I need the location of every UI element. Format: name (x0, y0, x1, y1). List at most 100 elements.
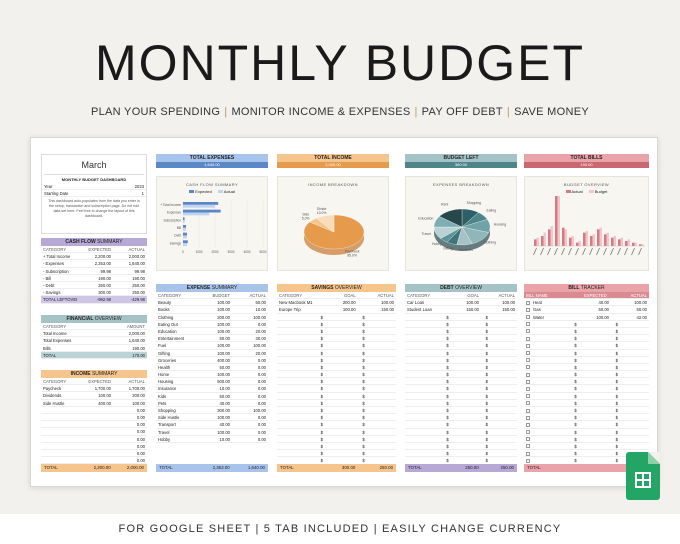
cell-empty[interactable]: $ (485, 328, 488, 334)
cell-value[interactable]: 100.00 (132, 400, 145, 406)
cell-empty[interactable]: $ (362, 443, 365, 449)
table-row[interactable]: $ $ (405, 450, 517, 458)
cell-empty[interactable] (407, 407, 436, 413)
cell-category[interactable]: Housing (158, 379, 174, 385)
cell-empty[interactable]: $ (615, 379, 618, 385)
table-row[interactable]: $ $ (405, 321, 517, 328)
cell-empty[interactable]: $ (574, 372, 577, 378)
cell-value[interactable]: 250.00 (98, 282, 111, 288)
cell-value[interactable]: 50.00 (219, 336, 230, 342)
cell-value[interactable] (77, 414, 111, 420)
cell-value[interactable]: 100.00 (217, 321, 230, 327)
cell-category[interactable]: Groceries (158, 357, 177, 363)
cell-value[interactable]: 100.00 (217, 415, 230, 421)
cell-empty[interactable]: $ (446, 451, 449, 457)
cell-empty[interactable]: $ (615, 436, 618, 442)
table-row[interactable]: $ $ (405, 443, 517, 451)
cell-category[interactable]: Eating Out (158, 321, 178, 327)
bill-checkbox[interactable] (526, 336, 530, 341)
cell-empty[interactable]: $ (615, 328, 618, 334)
cell-empty[interactable] (407, 457, 436, 463)
cell-category[interactable] (43, 457, 77, 463)
cell-category[interactable]: Fuel (158, 343, 167, 349)
table-row[interactable]: + Total Income 2,200.00 2,000.00 (41, 253, 147, 261)
cell-category[interactable]: Side Hustle (158, 415, 180, 421)
cell-empty[interactable]: $ (446, 314, 449, 320)
table-row[interactable]: $ $ (524, 321, 649, 328)
cell-value[interactable]: 100.00 (634, 300, 647, 306)
cell-empty[interactable]: $ (615, 408, 618, 413)
table-row[interactable]: Paycheck 1,700.00 1,700.00 (41, 385, 147, 393)
cell-empty[interactable] (279, 342, 311, 348)
cell-empty[interactable]: $ (574, 336, 577, 342)
cell-empty[interactable]: $ (362, 458, 365, 464)
cell-category[interactable]: New Macbook M1 (279, 300, 313, 306)
cell-value[interactable] (77, 428, 111, 434)
cell-empty[interactable]: $ (362, 386, 365, 392)
cell-empty[interactable]: $ (485, 321, 488, 327)
table-row[interactable]: Student Loan 150.00 150.00 (405, 306, 517, 314)
cell-empty[interactable] (533, 400, 564, 406)
cell-value[interactable] (77, 443, 111, 449)
cell-value[interactable]: 150.00 (466, 307, 479, 313)
cell-value[interactable]: 190.00 (98, 275, 111, 281)
table-row[interactable]: Books 100.00 10.00 (156, 306, 268, 314)
cell-empty[interactable]: $ (485, 393, 488, 399)
table-row[interactable]: 0.00 (41, 457, 147, 465)
table-row[interactable]: $ $ (405, 429, 517, 436)
cell-empty[interactable]: $ (574, 357, 577, 363)
cell-empty[interactable]: $ (485, 408, 488, 413)
table-row[interactable]: Health 50.00 0.00 (156, 364, 268, 372)
table-row[interactable]: $ $ (524, 450, 649, 458)
cell-value[interactable]: 0.00 (257, 393, 266, 399)
cell-empty[interactable] (407, 357, 436, 363)
cell-empty[interactable]: $ (362, 415, 365, 421)
cell-value[interactable]: 0.00 (136, 450, 145, 456)
cell-empty[interactable]: $ (574, 364, 577, 370)
cell-empty[interactable] (407, 400, 436, 406)
cell-empty[interactable] (407, 436, 436, 442)
table-row[interactable]: $ $ (405, 400, 517, 407)
cell-empty[interactable] (533, 321, 564, 327)
table-row[interactable]: $ $ (524, 357, 649, 364)
cell-category[interactable]: Student Loan (407, 307, 432, 313)
table-row[interactable]: $ $ (524, 400, 649, 407)
cell-empty[interactable]: $ (320, 436, 324, 442)
cell-value[interactable]: 200.00 (132, 393, 145, 399)
cell-value[interactable]: 2,353.00 (94, 261, 111, 267)
cell-category[interactable]: - Debt (43, 282, 55, 288)
cell-empty[interactable]: $ (362, 350, 365, 356)
bill-checkbox[interactable] (526, 379, 530, 384)
cell-value[interactable]: 400.00 (217, 357, 230, 363)
cell-empty[interactable]: $ (320, 429, 324, 435)
table-row[interactable]: $ $ (405, 350, 517, 357)
cell-empty[interactable] (407, 314, 436, 320)
table-row[interactable]: Education 100.00 20.00 (156, 328, 268, 336)
cell-category[interactable]: - Savings (43, 290, 61, 296)
cell-empty[interactable] (279, 321, 311, 327)
cell-value[interactable]: 100.00 (98, 393, 111, 399)
cell-category[interactable]: Car Loan (407, 300, 425, 306)
table-row[interactable]: $ $ (277, 350, 396, 357)
cell-empty[interactable] (533, 350, 564, 356)
bill-checkbox[interactable] (526, 322, 530, 327)
cell-empty[interactable] (407, 429, 436, 435)
cell-empty[interactable] (279, 364, 311, 370)
table-row[interactable]: $ $ (524, 342, 649, 350)
cell-value[interactable]: 0.00 (257, 429, 266, 435)
table-row[interactable]: $ $ (277, 385, 396, 393)
cell-value[interactable]: 100.00 (253, 408, 266, 413)
bill-checkbox[interactable] (526, 401, 530, 406)
cell-empty[interactable]: $ (320, 357, 324, 363)
cell-empty[interactable]: $ (615, 386, 618, 392)
cell-empty[interactable]: $ (362, 400, 365, 406)
cell-empty[interactable]: $ (320, 350, 324, 356)
cell-empty[interactable] (533, 407, 564, 413)
table-row[interactable]: 0.00 (41, 407, 147, 414)
table-row[interactable]: $ $ (405, 407, 517, 415)
cell-value[interactable]: 100.00 (217, 300, 230, 306)
cell-empty[interactable]: $ (362, 364, 365, 370)
cell-empty[interactable]: $ (615, 364, 618, 370)
cell-empty[interactable] (407, 414, 436, 420)
cell-empty[interactable]: $ (362, 357, 365, 363)
